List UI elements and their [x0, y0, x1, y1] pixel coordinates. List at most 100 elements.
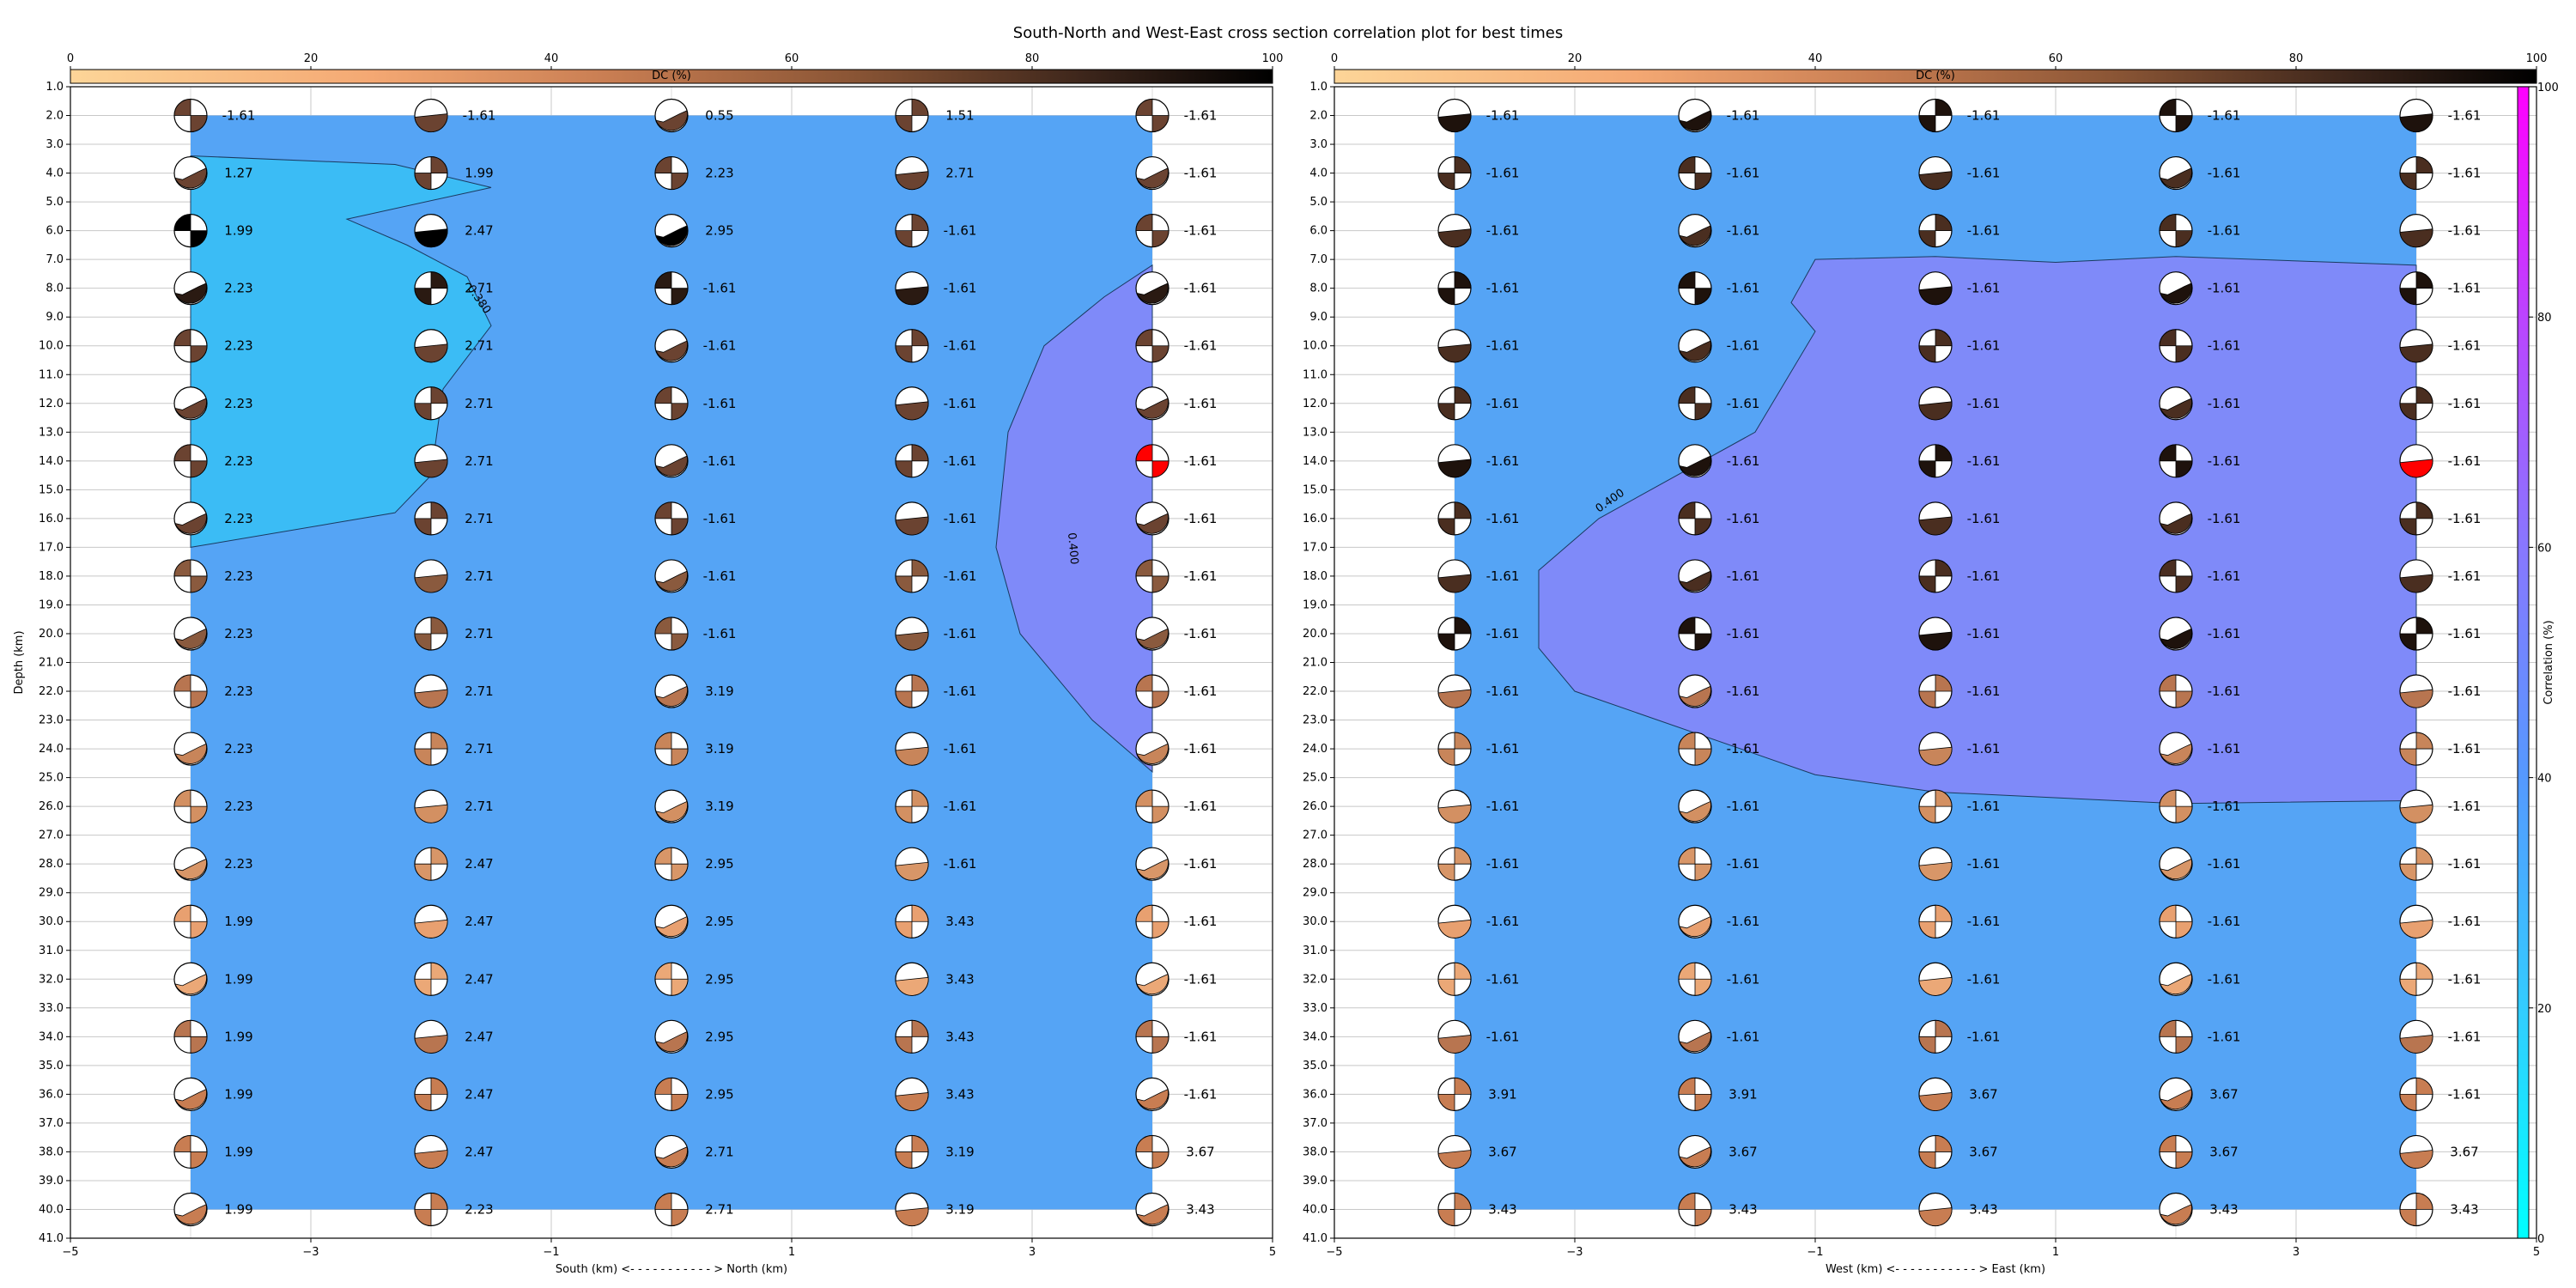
y-tick-label: 22.0 [39, 685, 64, 698]
y-tick-label: 31.0 [1303, 945, 1327, 957]
beachball-compressional-quadrant [1678, 271, 1712, 306]
beachball-compressional-quadrant [895, 1019, 929, 1054]
dc-colorbar-label: DC (%) [1916, 70, 1955, 82]
beachball-compressional-quadrant [2159, 444, 2193, 478]
beachball [1437, 1077, 1472, 1111]
beachball [414, 789, 448, 823]
beachball [654, 559, 689, 593]
beachball-compressional-quadrant [2399, 459, 2433, 478]
contour-region-high [1538, 256, 2417, 805]
value-label: 2.71 [465, 281, 493, 296]
x-tick-label: −5 [62, 1246, 78, 1259]
beachball-compressional-quadrant [1918, 516, 1953, 536]
value-label: -1.61 [2448, 914, 2482, 929]
y-tick-label: 1.0 [1309, 81, 1327, 94]
beachball-compressional-quadrant [1918, 1207, 1953, 1226]
beachball [654, 329, 689, 363]
beachball [1918, 674, 1953, 708]
beachball-compressional-quadrant [173, 444, 208, 478]
beachball [2159, 674, 2193, 708]
beachball-compressional-quadrant [655, 915, 688, 938]
y-tick-label: 23.0 [39, 714, 64, 727]
beachball-compressional-quadrant [895, 976, 929, 996]
beachball-compressional-quadrant [2160, 628, 2192, 649]
x-tick-label: 5 [2533, 1246, 2540, 1259]
beachball [414, 674, 448, 708]
value-label: -1.61 [1727, 971, 1760, 987]
beachball [2159, 617, 2193, 651]
value-label: 2.23 [224, 741, 252, 756]
y-tick-label: 6.0 [1309, 225, 1327, 238]
value-label: -1.61 [2208, 626, 2241, 641]
beachball [895, 732, 929, 766]
value-label: -1.61 [1184, 626, 1218, 641]
beachball-compressional-quadrant [2399, 962, 2433, 996]
beachball [1918, 847, 1953, 881]
beachball [654, 98, 689, 133]
beachball [1918, 155, 1953, 191]
y-tick-label: 28.0 [39, 858, 64, 871]
beachball-compressional-quadrant [1678, 1193, 1712, 1226]
beachball-compressional-quadrant [1135, 559, 1170, 593]
value-label: 3.91 [1728, 1086, 1757, 1102]
beachball [654, 386, 689, 421]
value-label: 3.43 [1186, 1201, 1214, 1217]
value-label: -1.61 [944, 511, 977, 526]
beachball [1135, 559, 1170, 593]
beachball [895, 271, 929, 306]
beachball-compressional-quadrant [173, 99, 208, 132]
value-label: -1.61 [703, 338, 737, 354]
beachball [1437, 559, 1472, 593]
beachball-compressional-quadrant [414, 919, 448, 939]
dc-tick-label: 0 [67, 52, 74, 65]
beachball-compressional-quadrant [2399, 501, 2433, 536]
y-tick-label: 14.0 [1303, 455, 1327, 468]
dc-tick-label: 100 [2526, 52, 2548, 65]
beachball-compressional-quadrant [173, 789, 208, 823]
y-tick-label: 24.0 [39, 743, 64, 756]
y-tick-label: 24.0 [1303, 743, 1327, 756]
beachball-compressional-quadrant [895, 746, 929, 766]
y-tick-label: 11.0 [39, 368, 64, 381]
y-tick-label: 38.0 [1303, 1145, 1327, 1158]
y-tick-label: 39.0 [1303, 1175, 1327, 1188]
value-label: -1.61 [1184, 799, 1218, 814]
value-label: -1.61 [1727, 166, 1760, 181]
beachball [414, 444, 448, 478]
beachball [2399, 1192, 2433, 1227]
beachball [1135, 98, 1170, 133]
value-label: -1.61 [944, 338, 977, 354]
value-label: 3.67 [1969, 1086, 1997, 1102]
beachball [1918, 271, 1953, 306]
y-tick-label: 32.0 [1303, 973, 1327, 986]
beachball [895, 962, 929, 996]
beachball-compressional-quadrant [414, 962, 448, 996]
beachball-compressional-quadrant [2159, 99, 2193, 132]
beachball [173, 1192, 208, 1227]
beachball [1678, 501, 1712, 536]
beachball-compressional-quadrant [655, 570, 688, 592]
value-label: -1.61 [1486, 626, 1520, 641]
value-label: 3.67 [2209, 1086, 2238, 1102]
value-label: 2.71 [705, 1201, 733, 1217]
beachball-compressional-quadrant [2399, 847, 2433, 881]
beachball-compressional-quadrant [1135, 99, 1170, 132]
beachball [654, 1192, 689, 1227]
value-label: -1.61 [1486, 338, 1520, 354]
value-label: -1.61 [1184, 683, 1218, 699]
beachball-compressional-quadrant [895, 904, 929, 939]
beachball-compressional-quadrant [2399, 1193, 2433, 1226]
beachball-compressional-quadrant [1135, 789, 1170, 823]
y-tick-label: 9.0 [1309, 311, 1327, 324]
y-tick-label: 18.0 [1303, 570, 1327, 583]
beachball [414, 904, 448, 939]
beachball [2159, 98, 2193, 133]
value-label: -1.61 [2448, 1029, 2482, 1044]
value-label: -1.61 [463, 108, 496, 124]
value-label: -1.61 [2208, 971, 2241, 987]
value-label: -1.61 [2448, 453, 2482, 469]
value-label: -1.61 [1486, 914, 1520, 929]
value-label: 2.71 [465, 511, 493, 526]
dc-colorbar [70, 69, 1273, 84]
x-tick-label: 3 [2293, 1246, 2300, 1259]
